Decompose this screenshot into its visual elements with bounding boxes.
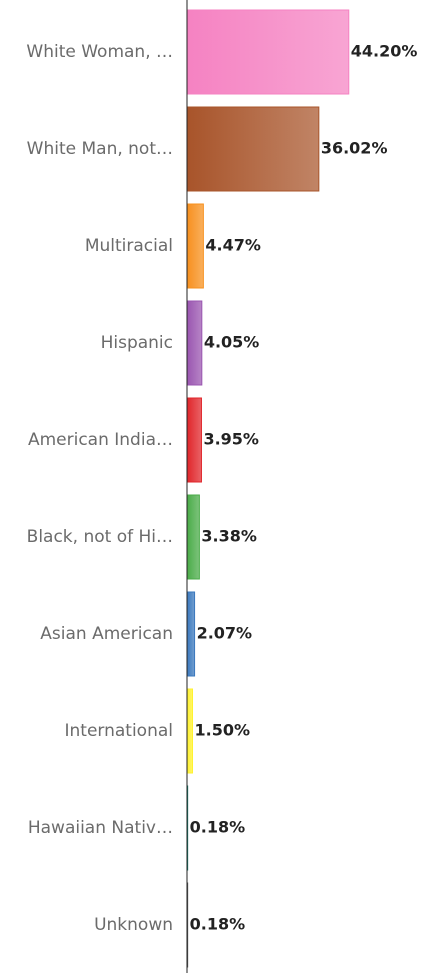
category-label: International xyxy=(65,721,174,741)
bar xyxy=(186,9,350,95)
bar xyxy=(186,591,196,677)
category-label: Multiracial xyxy=(85,236,173,256)
category-label: White Woman, … xyxy=(26,42,173,62)
value-label: 3.38% xyxy=(201,527,257,546)
category-label: American India… xyxy=(28,430,173,450)
value-label: 44.20% xyxy=(351,42,418,61)
category-label: Hawaiian Nativ… xyxy=(28,818,173,838)
bar xyxy=(186,203,204,289)
category-label: White Man, not… xyxy=(27,139,173,159)
value-label: 36.02% xyxy=(321,139,388,158)
value-label: 4.05% xyxy=(204,333,260,352)
value-label: 0.18% xyxy=(190,915,246,934)
bar xyxy=(186,106,320,192)
value-label: 0.18% xyxy=(190,818,246,837)
category-label: Black, not of Hi… xyxy=(27,527,173,547)
value-label: 1.50% xyxy=(194,721,250,740)
bar xyxy=(186,688,193,774)
value-label: 3.95% xyxy=(203,430,259,449)
value-label: 4.47% xyxy=(205,236,261,255)
value-label: 2.07% xyxy=(197,624,253,643)
bar xyxy=(186,300,203,386)
bar xyxy=(186,397,202,483)
category-label: Asian American xyxy=(40,624,173,644)
bar xyxy=(186,494,200,580)
category-label: Hispanic xyxy=(101,333,173,353)
category-label: Unknown xyxy=(94,915,173,935)
